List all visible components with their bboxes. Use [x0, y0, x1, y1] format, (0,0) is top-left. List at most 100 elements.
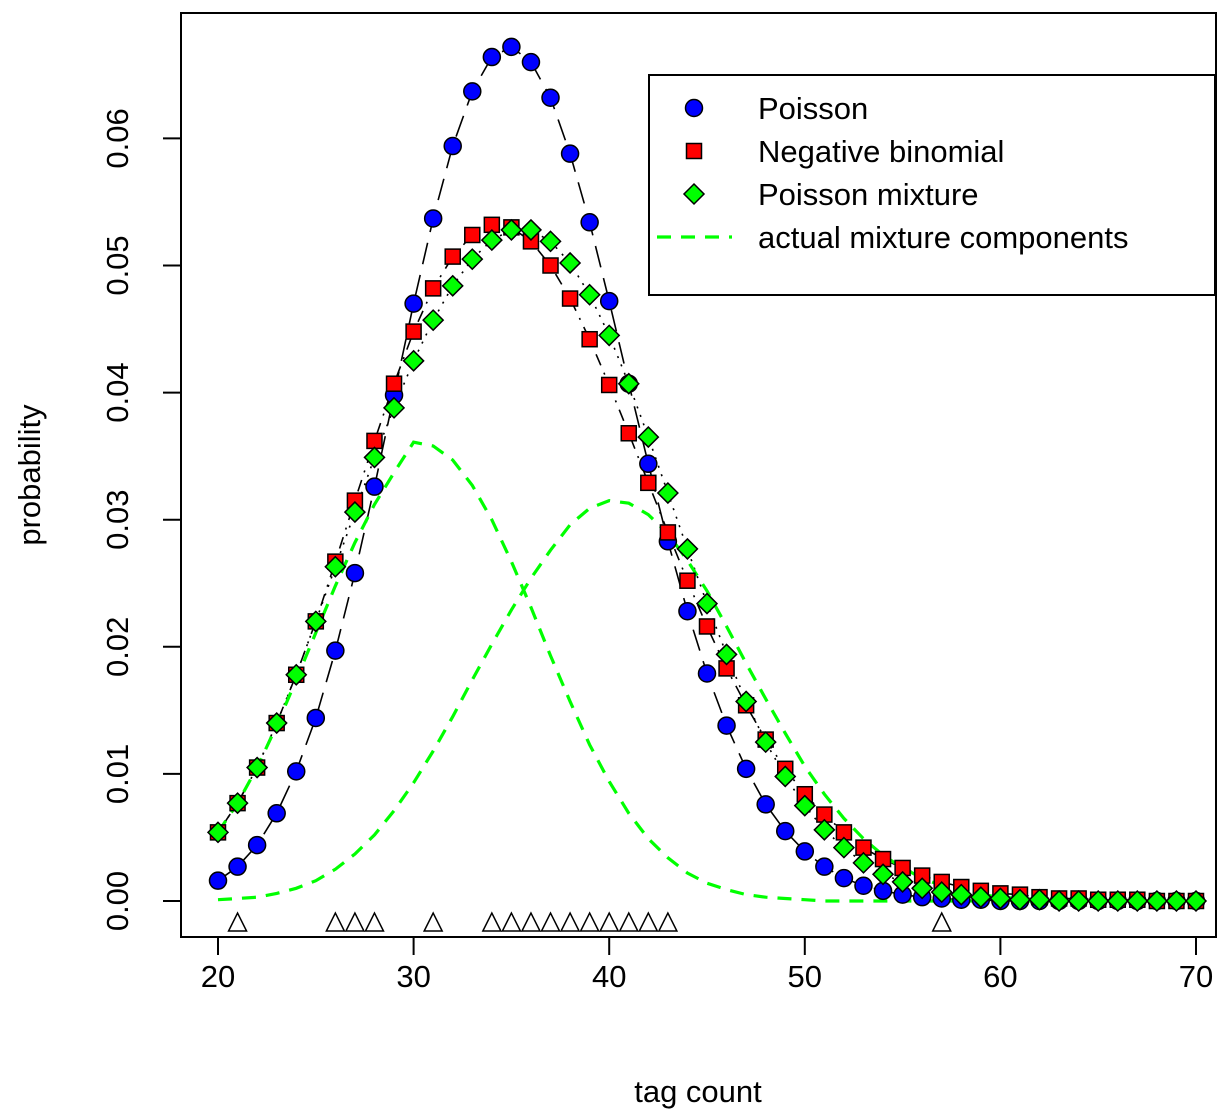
point-diamond-26 — [324, 555, 347, 578]
plot-area — [206, 37, 1208, 932]
legend: Poisson Negative binomial Poisson mixture a… — [648, 74, 1216, 296]
observation-triangle-39 — [579, 911, 600, 932]
point-diamond-47 — [735, 690, 758, 713]
point-circle-31 — [423, 209, 443, 228]
point-diamond-53 — [852, 851, 875, 874]
point-circle-48 — [756, 795, 775, 814]
y-tick-label-0.00: 0.00 — [100, 871, 135, 931]
point-circle-32 — [443, 136, 462, 156]
x-tick-label-20: 20 — [201, 959, 235, 994]
point-square-41 — [620, 425, 638, 442]
point-square-28 — [366, 432, 383, 450]
point-square-45 — [698, 618, 716, 635]
legend-label-2: Poisson mixture — [758, 177, 979, 212]
point-diamond-35 — [500, 218, 523, 241]
point-diamond-25 — [304, 610, 327, 633]
point-diamond-50 — [793, 794, 816, 817]
y-tick-label-0.02: 0.02 — [100, 617, 135, 677]
y-axis-title: probability — [12, 404, 47, 546]
point-circle-51 — [815, 857, 834, 876]
point-circle-38 — [560, 144, 580, 163]
point-diamond-42 — [637, 426, 660, 449]
point-diamond-62 — [1028, 888, 1051, 911]
point-circle-47 — [736, 759, 756, 779]
x-tick-label-40: 40 — [592, 959, 626, 994]
point-circle-37 — [541, 88, 560, 107]
point-square-40 — [600, 376, 618, 394]
observation-triangle-38 — [559, 911, 581, 932]
point-square-29 — [385, 375, 403, 392]
point-diamond-31 — [422, 309, 445, 332]
point-diamond-57 — [930, 881, 953, 904]
point-diamond-69 — [1165, 889, 1188, 913]
point-circle-30 — [404, 294, 423, 313]
point-diamond-63 — [1048, 889, 1071, 913]
observation-triangle-28 — [364, 911, 385, 932]
y-tick-label-0.03: 0.03 — [100, 490, 135, 550]
point-diamond-58 — [950, 883, 973, 906]
point-diamond-59 — [969, 886, 992, 909]
point-diamond-33 — [461, 248, 484, 271]
point-circle-52 — [834, 868, 854, 888]
point-circle-25 — [306, 708, 326, 728]
point-diamond-48 — [754, 731, 777, 754]
point-circle-35 — [502, 37, 521, 57]
legend-label-0: Poisson — [758, 91, 868, 126]
point-square-44 — [679, 572, 696, 589]
point-square-30 — [405, 323, 422, 340]
point-circle-49 — [775, 821, 795, 841]
observation-triangle-37 — [540, 911, 561, 932]
point-circle-27 — [345, 563, 365, 583]
point-diamond-41 — [617, 372, 640, 395]
point-diamond-44 — [676, 537, 699, 560]
observation-triangle-42 — [638, 911, 659, 932]
point-diamond-37 — [539, 230, 562, 253]
point-circle-20 — [208, 871, 228, 890]
point-diamond-22 — [246, 756, 269, 779]
x-axis-title: tag count — [634, 1074, 762, 1109]
observation-triangle-41 — [618, 911, 639, 932]
x-tick-label-30: 30 — [396, 959, 430, 994]
point-square-39 — [581, 330, 598, 348]
point-diamond-40 — [598, 324, 621, 347]
point-diamond-43 — [656, 481, 679, 505]
point-circle-53 — [854, 876, 873, 895]
point-square-31 — [424, 280, 442, 297]
legend-label-3: actual mixture components — [758, 220, 1128, 255]
point-diamond-68 — [1145, 889, 1168, 913]
point-square-42 — [640, 474, 657, 492]
point-circle-26 — [326, 641, 345, 660]
point-circle-39 — [580, 213, 599, 232]
x-tick-label-50: 50 — [788, 959, 822, 994]
point-square-33 — [464, 226, 481, 244]
point-circle-28 — [365, 477, 384, 496]
point-circle-23 — [267, 804, 286, 823]
observation-triangle-35 — [501, 911, 522, 932]
point-diamond-20 — [206, 821, 230, 844]
observation-triangle-27 — [344, 911, 366, 932]
point-diamond-38 — [559, 251, 582, 275]
observation-triangle-31 — [422, 911, 444, 932]
point-diamond-64 — [1067, 889, 1090, 913]
point-diamond-39 — [578, 283, 601, 306]
point-diamond-32 — [441, 274, 464, 297]
point-diamond-34 — [480, 229, 503, 252]
point-circle-33 — [463, 82, 482, 101]
point-diamond-27 — [343, 501, 366, 524]
point-diamond-67 — [1126, 889, 1149, 913]
point-diamond-54 — [871, 863, 895, 886]
point-diamond-29 — [382, 396, 406, 419]
point-diamond-51 — [813, 818, 836, 841]
point-diamond-60 — [989, 887, 1012, 910]
x-tick-label-60: 60 — [983, 959, 1017, 994]
point-circle-45 — [697, 664, 717, 683]
point-diamond-36 — [519, 218, 543, 241]
point-diamond-24 — [285, 663, 308, 686]
point-diamond-46 — [715, 643, 738, 666]
point-diamond-45 — [695, 592, 719, 615]
point-circle-50 — [795, 842, 815, 861]
point-square-32 — [444, 248, 461, 265]
point-circle-34 — [482, 47, 502, 67]
point-circle-42 — [639, 454, 658, 474]
